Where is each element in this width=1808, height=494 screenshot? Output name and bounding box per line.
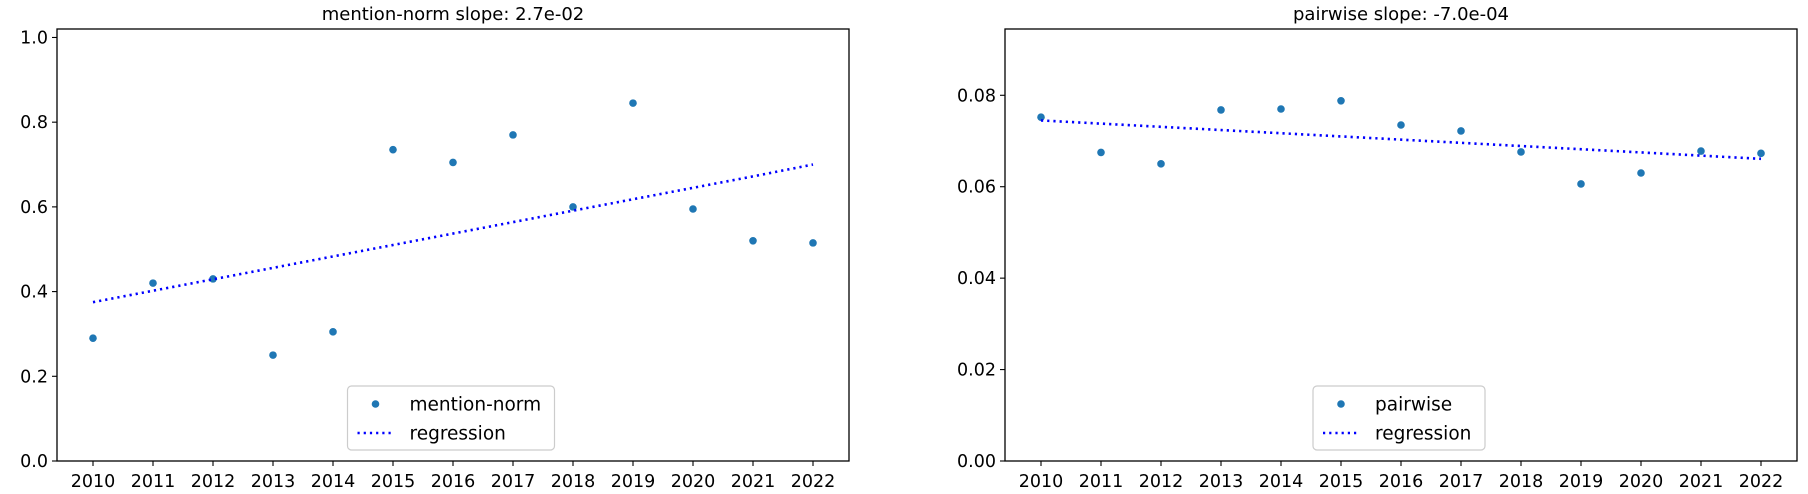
data-point [329, 328, 337, 336]
data-point [1457, 127, 1465, 135]
chart-title: mention-norm slope: 2.7e-02 [322, 4, 585, 25]
data-point [269, 351, 277, 359]
x-tick-label: 2015 [371, 472, 416, 492]
x-tick-label: 2020 [671, 472, 716, 492]
x-tick-label: 2010 [71, 472, 116, 492]
legend-label: pairwise [1375, 395, 1452, 416]
data-point [1277, 105, 1285, 113]
x-tick-label: 2019 [1559, 472, 1604, 492]
x-tick-label: 2013 [251, 472, 296, 492]
legend-box [346, 385, 556, 451]
x-tick-label: 2016 [1379, 472, 1424, 492]
y-tick-label: 0.06 [957, 178, 996, 198]
y-tick-label: 0.6 [20, 198, 48, 218]
legend-label: regression [1375, 424, 1471, 445]
x-tick-label: 2010 [1019, 472, 1064, 492]
axes-frame [1004, 28, 1798, 462]
data-point [1157, 160, 1165, 168]
legend-label: mention-norm [410, 395, 542, 416]
data-point [89, 334, 97, 342]
x-tick-label: 2021 [731, 472, 776, 492]
chart-panel-mention-norm: mention-norm slope: 2.7e-02 0.0 0.2 0.4 0.6 0… [20, 4, 850, 492]
data-point [209, 275, 217, 283]
y-tick-label: 0.02 [957, 361, 996, 381]
x-tick-label: 2017 [1439, 472, 1484, 492]
x-tick-label: 2022 [1739, 472, 1784, 492]
data-point [569, 203, 577, 211]
data-point [809, 239, 817, 247]
data-point [629, 99, 637, 107]
y-tick-label: 0.04 [957, 269, 996, 289]
y-tick-label: 0.2 [20, 367, 48, 387]
x-tick-label: 2016 [431, 472, 476, 492]
data-point [749, 236, 757, 245]
x-tick-label: 2020 [1619, 472, 1664, 492]
legend-point-marker [371, 400, 380, 408]
x-tick-label: 2015 [1319, 472, 1364, 492]
x-tick-label: 2014 [311, 472, 356, 492]
y-tick-label: 0.08 [957, 86, 996, 106]
x-tick-label: 2019 [611, 472, 656, 492]
legend-point-marker [1337, 400, 1345, 408]
data-point [1577, 180, 1585, 188]
x-tick-label: 2018 [551, 472, 596, 492]
legend-label: regression [410, 424, 506, 445]
chart-panel-pairwise: pairwise slope: -7.0e-04 0.00 0.02 0.04 0.06… [957, 4, 1798, 492]
x-tick-label: 2014 [1259, 472, 1304, 492]
x-tick-label: 2012 [191, 472, 236, 492]
x-tick-label: 2017 [491, 472, 536, 492]
data-point [1097, 148, 1105, 157]
data-point [389, 145, 397, 154]
x-tick-label: 2021 [1679, 472, 1724, 492]
y-tick-label: 0.00 [957, 452, 996, 472]
y-tick-label: 0.0 [20, 452, 48, 472]
x-tick-label: 2018 [1499, 472, 1544, 492]
data-point [149, 279, 157, 287]
data-point [689, 205, 697, 213]
y-tick-label: 1.0 [20, 28, 48, 48]
chart-title: pairwise slope: -7.0e-04 [1293, 4, 1509, 25]
regression-line [92, 163, 814, 304]
legend: pairwise regression [1312, 385, 1486, 451]
data-point [1517, 148, 1525, 156]
regression-line [1040, 119, 1762, 161]
data-point [1037, 113, 1045, 122]
data-point [1697, 147, 1705, 155]
data-point [449, 158, 457, 167]
data-point [509, 131, 517, 139]
axes-frame [56, 28, 850, 462]
data-point [1757, 149, 1765, 158]
y-tick-label: 0.8 [20, 113, 48, 133]
x-tick-label: 2011 [131, 472, 176, 492]
data-point [1217, 106, 1225, 114]
x-tick-label: 2012 [1139, 472, 1184, 492]
x-tick-label: 2022 [791, 472, 836, 492]
x-tick-label: 2011 [1079, 472, 1124, 492]
x-tick-label: 2013 [1199, 472, 1244, 492]
legend: mention-norm regression [346, 385, 556, 451]
data-point [1337, 96, 1345, 105]
data-point [1637, 169, 1645, 177]
y-tick-label: 0.4 [20, 283, 48, 303]
data-point [1397, 121, 1405, 129]
